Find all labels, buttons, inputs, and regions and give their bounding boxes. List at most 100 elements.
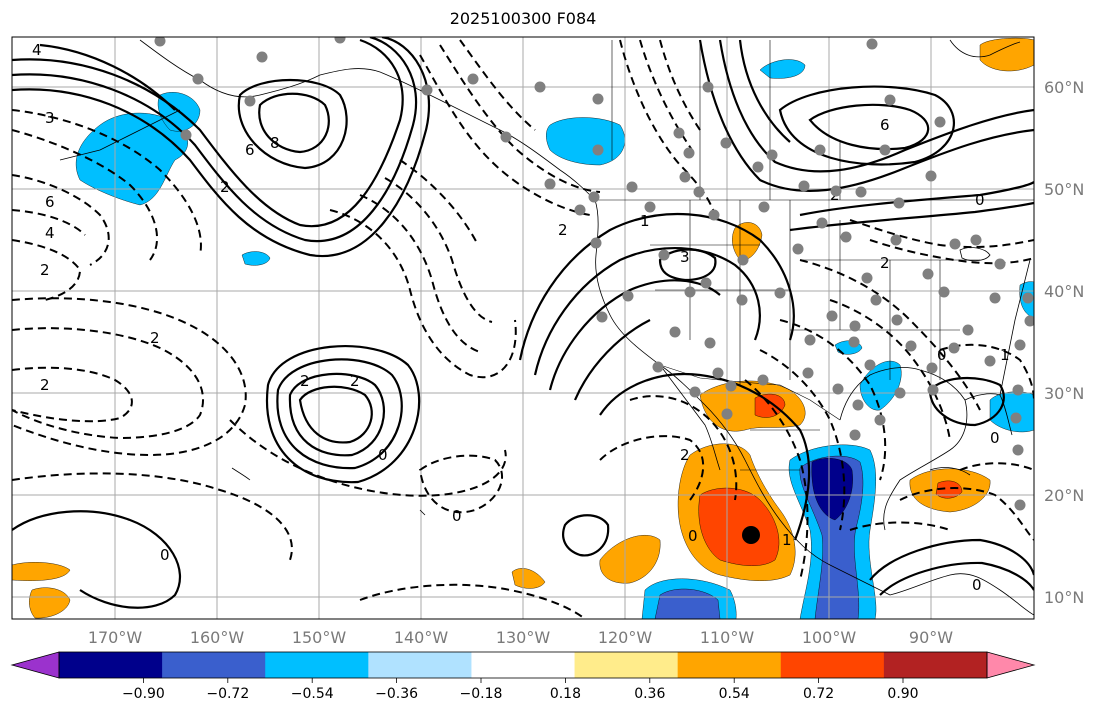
contour-canada-ridge-2	[718, 39, 1034, 173]
contour-label: 2	[40, 376, 50, 394]
contour-label: 6	[45, 193, 55, 211]
lon-label: 100°W	[802, 628, 857, 647]
colorbar-tick-label: 0.90	[887, 686, 918, 702]
latitude-labels: 60°N 50°N 40°N 30°N 20°N 10°N	[1044, 78, 1084, 607]
contour-label: 0	[688, 527, 698, 545]
contour-label: 3	[680, 248, 690, 266]
contour-label: 1	[640, 212, 650, 230]
colorbar-tick-label: −0.36	[375, 686, 418, 702]
coast-hawaii-1	[419, 509, 426, 516]
coast-hawaii-2	[231, 467, 251, 481]
pos-area-hawaii-w	[12, 562, 71, 581]
colorbar-tick-label: −0.18	[460, 686, 503, 702]
contour-pacific-high-1	[298, 385, 373, 444]
colorbar-segment	[883, 652, 988, 678]
contour-label: 0	[452, 507, 462, 525]
colorbar-tick-label: 0.54	[719, 686, 750, 702]
colorbar-segment	[368, 652, 472, 678]
contour-pacific-high-3	[276, 358, 403, 470]
coast-alaska	[139, 39, 596, 201]
contour-label: 4	[45, 224, 55, 242]
contour-label: 2	[558, 221, 568, 239]
pos-area-pacific-e	[599, 535, 661, 584]
contour-label: 6	[245, 141, 255, 159]
lon-label: 160°W	[190, 628, 245, 647]
contour-label: 2	[40, 261, 50, 279]
colorbar-segment	[162, 652, 266, 678]
contour-gulf-low	[928, 376, 1005, 427]
coast-hudson	[949, 39, 1021, 58]
colorbar-segment	[677, 652, 782, 678]
colorbar-ticks	[142, 678, 904, 683]
contour-pacific-high-4	[265, 345, 421, 484]
pos-area-yucatan-core	[935, 480, 963, 499]
colorbar-segment	[265, 652, 369, 678]
contour-label: 0	[972, 576, 982, 594]
coast-central-am	[889, 573, 1034, 616]
contour-label: 8	[270, 134, 280, 152]
colorbar-segment	[471, 652, 576, 678]
map-title: 2025100300 F084	[449, 9, 597, 28]
colorbar-tick-label: −0.54	[291, 686, 334, 702]
coast-east-us	[999, 259, 1031, 396]
lon-label: 90°W	[909, 628, 953, 647]
contour-canada-high-2	[778, 85, 955, 166]
lon-label: 150°W	[292, 628, 347, 647]
contour-label: 2	[350, 372, 360, 390]
contour-pacific-small	[562, 514, 610, 557]
coast-baja	[659, 364, 721, 471]
contour-label: 3	[45, 109, 55, 127]
pos-area-mexico-core	[698, 487, 780, 566]
longitude-labels: 170°W 160°W 150°W 140°W 130°W 120°W 110°…	[88, 628, 953, 647]
contour-label: 2	[680, 446, 690, 464]
lat-label: 30°N	[1044, 384, 1084, 403]
contour-central-am	[869, 538, 1034, 581]
lat-label: 20°N	[1044, 486, 1084, 505]
colorbar-tick-label: 0.72	[803, 686, 834, 702]
colorbar-tick-label: −0.90	[122, 686, 165, 702]
colorbar-extend-high	[986, 651, 1036, 679]
lat-label: 60°N	[1044, 78, 1084, 97]
contour-label: 0	[160, 546, 170, 564]
contour-canada-ridge-1	[698, 39, 1034, 193]
coast-yucatan	[929, 467, 971, 476]
contour-label: 1	[782, 531, 792, 549]
colorbar: −0.90 −0.72 −0.54 −0.36 −0.18 0.18 0.36 …	[10, 651, 1036, 702]
contour-label: 2	[220, 178, 230, 196]
contour-label: 2	[150, 329, 160, 347]
contour-ridge-3	[548, 279, 721, 391]
contour-label: 2	[300, 372, 310, 390]
contour-ridge-5	[599, 373, 811, 541]
colorbar-frame	[58, 651, 988, 679]
contour-label-group: 4 3 6 4 2 2 6 8 2 2 6 2 0 1 3 2 2 2 0 2 …	[32, 41, 1010, 594]
contour-canada-high	[808, 103, 930, 151]
colorbar-extend-low	[10, 651, 60, 679]
lat-label: 40°N	[1044, 282, 1084, 301]
contour-hawaii-west	[12, 510, 181, 609]
contour-label: 0	[975, 191, 985, 209]
colorbar-tick-labels: −0.90 −0.72 −0.54 −0.36 −0.18 0.18 0.36 …	[122, 686, 919, 702]
contour-lines	[12, 37, 1034, 619]
station-markers	[154, 37, 1034, 511]
contours-dashed	[12, 39, 1034, 619]
contour-label: 1	[1000, 346, 1010, 364]
pos-area-baja-core	[754, 393, 786, 418]
lon-label: 140°W	[394, 628, 449, 647]
lon-label: 110°W	[700, 628, 755, 647]
colorbar-segment	[59, 652, 163, 678]
pos-area-sw-corner	[29, 587, 71, 619]
neg-area-gulf-alaska	[546, 117, 626, 166]
colorbar-segments	[59, 652, 988, 678]
contour-ridge-1	[518, 212, 795, 361]
contour-label: 0	[990, 429, 1000, 447]
contour-label: 6	[880, 116, 890, 134]
lat-label: 50°N	[1044, 180, 1084, 199]
colorbar-tick-label: −0.72	[206, 686, 249, 702]
contour-low-gulf	[258, 92, 330, 154]
colorbar-segment	[574, 652, 679, 678]
lon-label: 130°W	[496, 628, 551, 647]
neg-area-canada	[759, 59, 806, 79]
colorbar-segment	[780, 652, 885, 678]
border-mexico-states	[740, 429, 820, 471]
